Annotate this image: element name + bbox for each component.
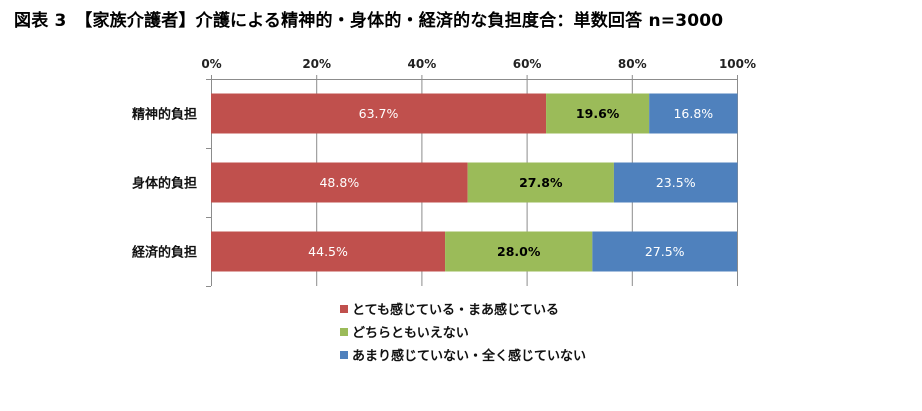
data-label: 27.8% [519, 175, 563, 190]
category-label: 経済的負担 [132, 245, 197, 261]
data-label: 23.5% [656, 175, 696, 190]
bar-segment [592, 231, 737, 272]
legend-swatch [340, 351, 348, 359]
legend-label: あまり感じていない・全く感じていない [352, 348, 586, 364]
x-tick-label: 20% [302, 57, 331, 71]
chart-title: 図表 3 【家族介護者】介護による精神的・身体的・経済的な負担度合：単数回答 n… [14, 11, 724, 31]
bar-segment [613, 162, 738, 203]
x-tick-label: 0% [201, 57, 221, 71]
bar-segment [546, 93, 650, 134]
data-label: 19.6% [576, 106, 620, 121]
bar-segment [211, 93, 547, 134]
bar-segment [649, 93, 738, 134]
bar-segment [467, 162, 614, 203]
legend-label: どちらともいえない [352, 326, 469, 341]
data-label: 63.7% [359, 106, 399, 121]
data-label: 48.8% [319, 175, 359, 190]
legend-swatch [340, 328, 348, 336]
x-tick-label: 100% [719, 57, 756, 71]
bar-segment [211, 162, 468, 203]
bar-segment [211, 231, 446, 272]
x-tick-label: 40% [408, 57, 437, 71]
category-label: 精神的負担 [132, 107, 197, 123]
data-label: 16.8% [673, 106, 713, 121]
x-tick-label: 80% [618, 57, 647, 71]
bar-segment [445, 231, 593, 272]
data-label: 27.5% [645, 244, 685, 259]
category-label: 身体的負担 [132, 176, 197, 192]
data-label: 28.0% [497, 244, 541, 259]
data-label: 44.5% [308, 244, 348, 259]
legend-swatch [340, 305, 348, 313]
x-tick-label: 60% [513, 57, 542, 71]
legend-label: とても感じている・まあ感じている [352, 302, 559, 318]
